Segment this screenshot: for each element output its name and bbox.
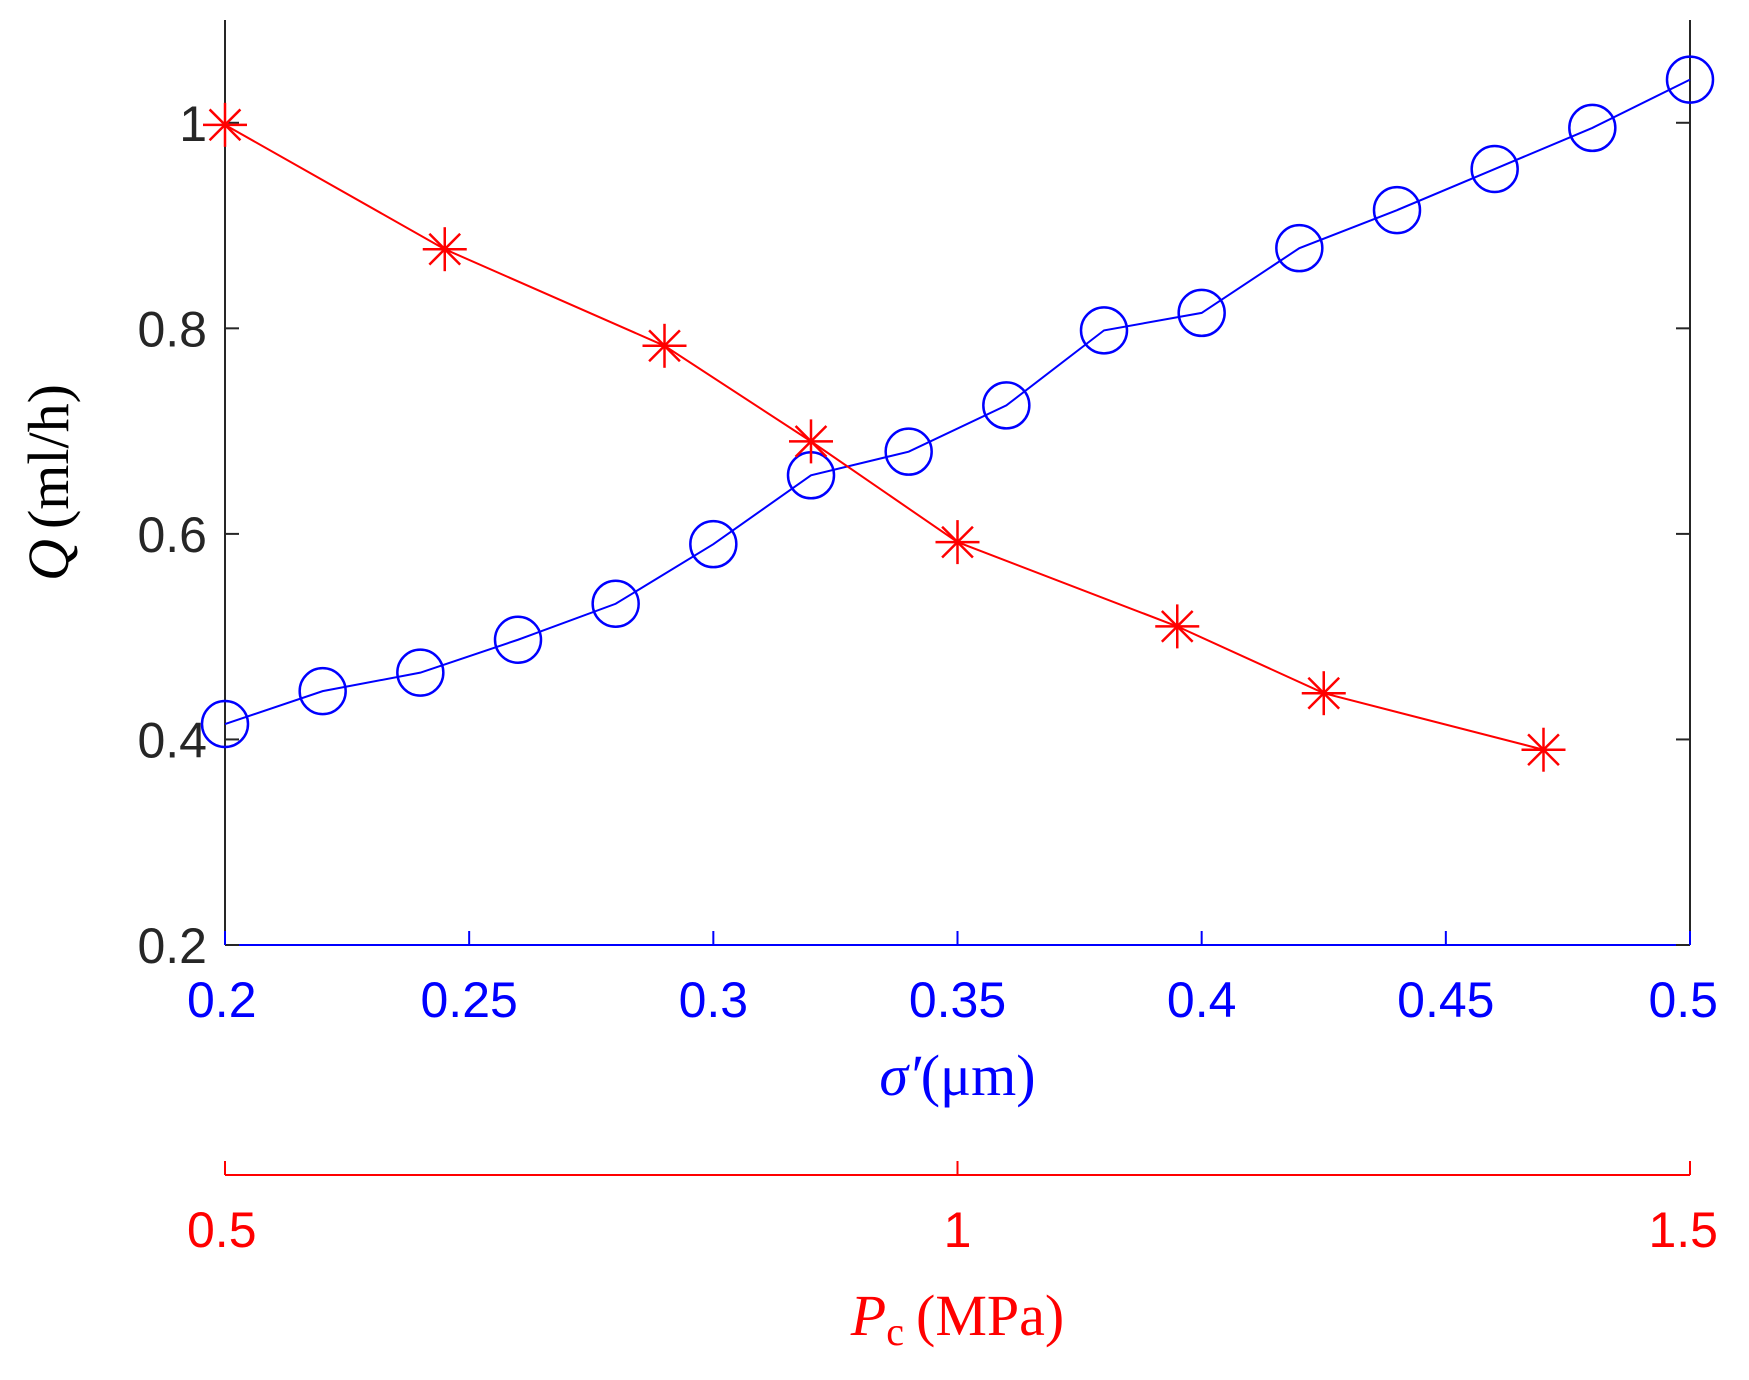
data-point-asterisk [935, 520, 980, 565]
x-tick-label: 0.5 [1648, 972, 1718, 1028]
x-tick-label: 0.3 [679, 972, 749, 1028]
data-point-circle [396, 648, 445, 697]
labels-layer: 0.2 0.4 0.6 0.8 1 0.2 0.25 0.3 0.35 0.4 0.45 0.5 0.5… [16, 96, 1718, 1354]
data-point-asterisk [1155, 604, 1200, 649]
y-axis-title-unit: (ml/h) [16, 384, 81, 529]
x2-axis-title-unit: (MPa) [916, 1283, 1064, 1348]
data-point-circle [1177, 288, 1226, 338]
data-point-circle [1372, 185, 1422, 235]
y-tick-label: 0.8 [137, 301, 207, 357]
asterisk-stroke [208, 108, 242, 142]
x-tick-label: 0.25 [421, 972, 518, 1028]
data-point-circle [1665, 55, 1715, 104]
data-point-circle [591, 579, 640, 629]
x2-tick-label: 1.5 [1648, 1202, 1718, 1258]
data-point-circle [298, 666, 347, 716]
asterisk-stroke [428, 232, 462, 266]
data-point-circle [1568, 103, 1617, 153]
data-point-circle [884, 427, 933, 476]
data-point-circle [200, 699, 250, 749]
series-line-blue [224, 78, 1691, 725]
y-tick-label: 0.2 [137, 918, 207, 974]
asterisk-stroke [941, 525, 974, 559]
series-line-red [224, 123, 1544, 751]
x-tick-label: 0.4 [1167, 972, 1237, 1028]
y-tick-label: 1 [179, 96, 207, 152]
y-tick-label: 0.4 [137, 712, 207, 768]
y-axis-title: Q (ml/h) [16, 384, 81, 581]
data-point-circle [1275, 223, 1324, 273]
x-axis-title-symbol: σ′ [879, 1043, 922, 1108]
x2-tick-label: 1 [944, 1202, 972, 1258]
data-point-circle [1079, 306, 1129, 355]
y-tick-label: 0.6 [137, 507, 207, 563]
x-tick-label: 0.35 [909, 972, 1006, 1028]
x-tick-label: 0.45 [1397, 972, 1494, 1028]
data-point-asterisk [642, 323, 687, 368]
x-axis-title: σ′(μm) [879, 1043, 1035, 1108]
data-point-circle [493, 615, 543, 664]
asterisk-stroke [794, 425, 828, 458]
asterisk-stroke [1527, 733, 1560, 767]
asterisk-stroke [1160, 610, 1194, 643]
data-point-asterisk [422, 227, 467, 272]
y-axis-title-symbol: Q [16, 539, 81, 581]
data-point-asterisk [789, 419, 833, 464]
asterisk-stroke [1307, 676, 1341, 710]
data-point-asterisk [203, 102, 247, 147]
x-axis-title-unit: (μm) [921, 1043, 1036, 1108]
asterisk-stroke [648, 329, 681, 363]
x-tick-label: 0.2 [187, 972, 257, 1028]
x2-tick-label: 0.5 [187, 1202, 257, 1258]
data-point-asterisk [1301, 671, 1346, 716]
x2-axis-title-subscript: c [886, 1309, 904, 1354]
data-point-circle [982, 381, 1031, 430]
data-point-circle [689, 519, 738, 569]
data-point-circle [1470, 144, 1519, 194]
x2-axis-title-symbol: P [850, 1283, 886, 1348]
series-layer [200, 55, 1715, 772]
x2-axis-title: Pc (MPa) [850, 1283, 1064, 1354]
data-point-asterisk [1521, 727, 1566, 772]
